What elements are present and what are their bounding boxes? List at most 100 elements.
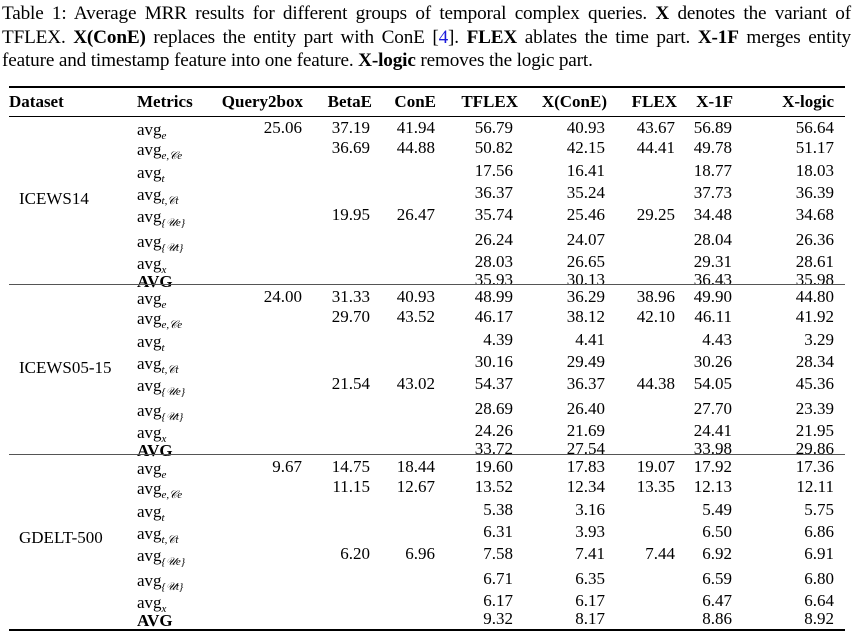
metric-label: avgt,𝒞t xyxy=(137,186,178,210)
table-cell: 7.41 xyxy=(575,544,605,563)
metric-base: avg xyxy=(137,207,162,226)
metric-base: avg xyxy=(137,140,162,159)
metric-base: avg xyxy=(137,289,162,308)
table-cell: 26.65 xyxy=(566,252,605,271)
table-cell: 38.12 xyxy=(566,307,605,326)
metric-label: avg{𝒰t} xyxy=(137,572,183,596)
table-cell: 26.36 xyxy=(795,230,834,249)
table-cell: 45.36 xyxy=(795,374,834,393)
table-cell: 31.33 xyxy=(331,287,370,306)
table-cell: 5.75 xyxy=(804,500,834,519)
metric-base: AVG xyxy=(137,272,173,291)
table-cell: 11.15 xyxy=(332,477,370,496)
table-cell: 43.67 xyxy=(636,118,675,137)
table-cell: 36.29 xyxy=(566,287,605,306)
table-cell: 36.39 xyxy=(795,183,834,202)
metric-subscript: e xyxy=(161,469,167,481)
table-cell: 28.61 xyxy=(795,252,834,271)
table-cell: 25.46 xyxy=(566,205,605,224)
metric-subscript: e,𝒞e xyxy=(161,150,183,162)
metric-label: avge,𝒞e xyxy=(137,141,182,165)
table-cell: 42.10 xyxy=(636,307,675,326)
table-cell: 4.43 xyxy=(702,330,732,349)
metric-label: avgx xyxy=(137,255,166,279)
table-cell: 7.44 xyxy=(645,544,675,563)
column-header: X(ConE) xyxy=(541,92,607,111)
column-header: Dataset xyxy=(9,92,64,111)
metric-label: AVG xyxy=(137,273,173,291)
table-cell: 54.37 xyxy=(474,374,513,393)
metric-base: avg xyxy=(137,524,162,543)
citation-link[interactable]: 4 xyxy=(438,26,449,48)
column-header: FLEX xyxy=(631,92,677,111)
metric-subscript: {𝒰e} xyxy=(161,217,186,229)
table-cell: 6.35 xyxy=(575,569,605,588)
table-cell: 3.16 xyxy=(575,500,605,519)
table-cell: 12.13 xyxy=(693,477,732,496)
metric-subscript: t xyxy=(161,342,165,354)
table-cell: 43.02 xyxy=(396,374,435,393)
metric-subscript: t xyxy=(161,173,165,185)
table-cell: 6.91 xyxy=(804,544,834,563)
metric-subscript: {𝒰t} xyxy=(161,581,184,593)
metric-base: avg xyxy=(137,232,162,251)
table-cell: 43.52 xyxy=(396,307,435,326)
table-cell: 37.73 xyxy=(693,183,732,202)
table-cell: 56.64 xyxy=(795,118,834,137)
table-cell: 8.92 xyxy=(804,609,834,628)
table-cell: 4.41 xyxy=(575,330,605,349)
metric-base: avg xyxy=(137,479,162,498)
group-divider xyxy=(9,284,845,285)
table-cell: 12.67 xyxy=(396,477,435,496)
table-cell: 17.92 xyxy=(693,457,732,476)
metric-label: avge,𝒞e xyxy=(137,310,182,334)
table-cell: 13.52 xyxy=(474,477,513,496)
table-cell: 33.72 xyxy=(474,439,513,458)
metric-subscript: {𝒰e} xyxy=(161,556,186,568)
table-cell: 16.41 xyxy=(566,161,605,180)
table-cell: 9.32 xyxy=(483,609,513,628)
metric-label: AVG xyxy=(137,442,173,460)
table-caption: Table 1: Average MRR results for differe… xyxy=(2,2,851,73)
table-cell: 28.03 xyxy=(474,252,513,271)
table-cell: 56.89 xyxy=(693,118,732,137)
table-cell: 28.34 xyxy=(795,352,834,371)
table-cell: 35.74 xyxy=(474,205,513,224)
table-cell: 5.38 xyxy=(483,500,513,519)
table-cell: 24.41 xyxy=(693,421,732,440)
metric-label: avge xyxy=(137,460,166,484)
table-cell: 21.95 xyxy=(795,421,834,440)
metric-base: AVG xyxy=(137,611,173,630)
table-cell: 54.05 xyxy=(693,374,732,393)
caption-text: ]. xyxy=(448,26,467,48)
table-cell: 36.37 xyxy=(474,183,513,202)
dataset-label: GDELT-500 xyxy=(19,528,103,547)
metric-label: avgt xyxy=(137,164,165,188)
bottom-rule xyxy=(9,629,845,631)
table-cell: 8.86 xyxy=(702,609,732,628)
caption-bold-xlogic: X-logic xyxy=(358,50,416,71)
column-header: X-logic xyxy=(782,92,834,111)
dataset-label: ICEWS05-15 xyxy=(19,358,112,377)
table-cell: 30.26 xyxy=(693,352,732,371)
table-cell: 29.49 xyxy=(566,352,605,371)
caption-bold-x: X xyxy=(655,3,670,24)
table-cell: 6.31 xyxy=(483,522,513,541)
table-cell: 34.68 xyxy=(795,205,834,224)
metric-label: avge,𝒞e xyxy=(137,480,182,504)
table-cell: 6.71 xyxy=(483,569,513,588)
table-cell: 26.24 xyxy=(474,230,513,249)
table-cell: 28.69 xyxy=(474,399,513,418)
metric-base: avg xyxy=(137,546,162,565)
table-cell: 41.94 xyxy=(396,118,435,137)
caption-text: replaces the entity part with ConE [ xyxy=(145,26,439,48)
column-header: TFLEX xyxy=(461,92,518,111)
caption-bold-flex: FLEX xyxy=(466,26,518,48)
metric-base: avg xyxy=(137,120,162,139)
metric-subscript: e xyxy=(161,130,167,142)
metric-base: avg xyxy=(137,459,162,478)
metric-subscript: t,𝒞t xyxy=(161,534,179,546)
metric-subscript: x xyxy=(161,603,167,615)
table-cell: 25.06 xyxy=(263,118,302,137)
top-rule xyxy=(9,86,845,88)
